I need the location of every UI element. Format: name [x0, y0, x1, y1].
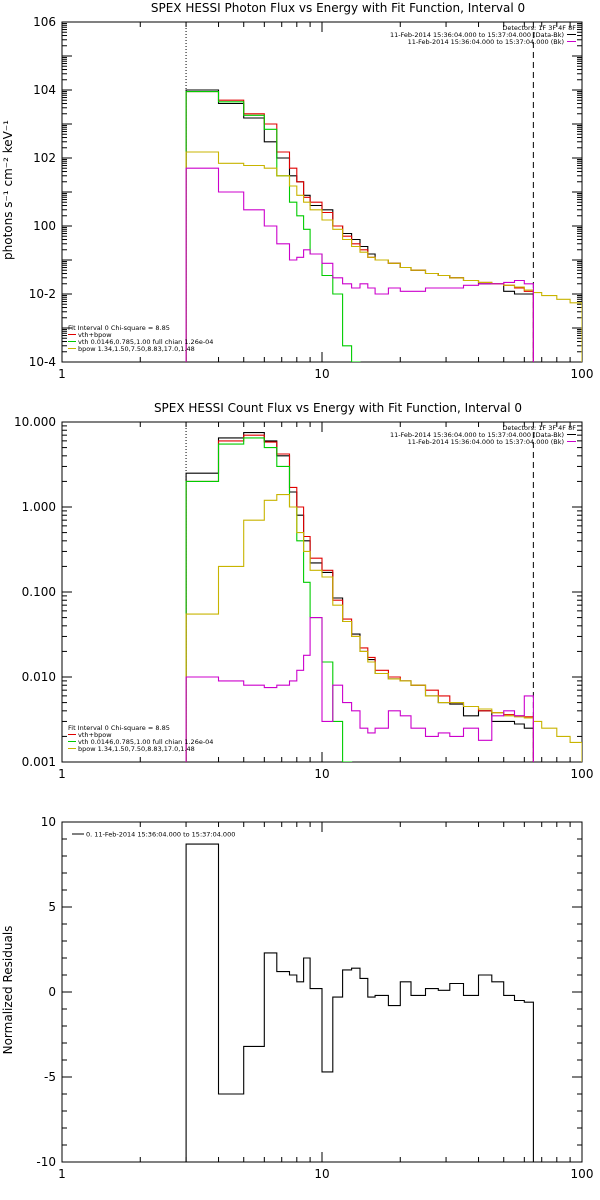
p1-series-bpow-line — [185, 494, 582, 762]
p0-legend-header: Detectors: 1F 3F 4F 8F — [502, 24, 576, 32]
p0-y-tick-label: 106 — [33, 15, 56, 29]
p1-fit-info-header: Fit Interval 0 Chi-square = 8.85 — [68, 724, 170, 732]
p1-fit-info-entry: bpow 1.34,1.50,7.50,8.83,17.0,1.48 — [78, 745, 195, 753]
photon-flux-panel: SPEX HESSI Photon Flux vs Energy with Fi… — [1, 1, 593, 381]
p2-x-tick-label: 1 — [58, 1167, 66, 1181]
p1-x-tick-label: 10 — [314, 767, 329, 781]
p0-y-tick-label: 102 — [33, 151, 56, 165]
p1-y-tick-label: 10.000 — [14, 415, 56, 429]
p0-fit-info-header: Fit Interval 0 Chi-square = 8.85 — [68, 324, 170, 332]
p0-series-bkg-line — [185, 167, 534, 362]
p1-y-tick-label: 0.010 — [22, 670, 56, 684]
p2-y-tick-label: -10 — [36, 1155, 56, 1169]
p1-fit-info-entry: vth 0.0146,0.785,1.00 full chian 1.26e-0… — [78, 738, 213, 746]
p0-series-total-line — [185, 89, 534, 362]
p1-x-tick-label: 100 — [571, 767, 594, 781]
count-flux-panel: SPEX HESSI Count Flux vs Energy with Fit… — [14, 401, 593, 781]
p0-series-sum-line — [185, 91, 534, 362]
p1-x-tick-label: 1 — [58, 767, 66, 781]
p0-series-group — [185, 89, 582, 362]
p1-y-tick-label: 0.001 — [22, 755, 56, 769]
photon-flux-ylabel: photons s⁻¹ cm⁻² keV⁻¹ — [1, 120, 15, 260]
p2-series-total-line — [185, 843, 534, 1162]
p0-y-tick-label: 104 — [33, 83, 56, 97]
photon-flux-title: SPEX HESSI Photon Flux vs Energy with Fi… — [151, 1, 525, 15]
p0-y-tick-label: 100 — [33, 219, 56, 233]
p1-series-vth-line — [185, 437, 353, 762]
p0-y-tick-label: 10-4 — [29, 355, 56, 369]
p1-legend-entry: 11-Feb-2014 15:36:04.000 to 15:37:04.000… — [390, 431, 564, 439]
p0-legend-entry: 11-Feb-2014 15:36:04.000 to 15:37:04.000… — [390, 31, 564, 39]
p2-x-tick-label: 100 — [571, 1167, 594, 1181]
p0-y-tick-label: 10-2 — [29, 287, 56, 301]
p0-fit-info-entry: vth+bpow — [78, 331, 112, 339]
p0-series-bpow-line — [185, 151, 582, 362]
p1-y-tick-label: 0.100 — [22, 585, 56, 599]
p1-y-tick-label: 1.000 — [22, 500, 56, 514]
p1-fit-info-entry: vth+bpow — [78, 731, 112, 739]
p2-y-tick-label: 10 — [41, 815, 56, 829]
p0-fit-info-entry: bpow 1.34,1.50,7.50,8.83,17.0,1.48 — [78, 345, 195, 353]
p2-y-tick-label: 5 — [48, 900, 56, 914]
p1-series-group — [185, 432, 582, 762]
p1-series-bkg-line — [185, 617, 534, 762]
count-flux-title: SPEX HESSI Count Flux vs Energy with Fit… — [154, 401, 522, 415]
p0-plot-frame — [61, 21, 583, 363]
p2-series-group — [185, 843, 534, 1162]
p0-series-vth-line — [185, 91, 361, 362]
residuals-panel: Normalized Residuals 1 10 100 -10 -5 0 5 10 0. 1… — [1, 815, 593, 1181]
p2-x-tick-label: 10 — [314, 1167, 329, 1181]
p0-fit-info-entry: vth 0.0146,0.785,1.00 full chian 1.26e-0… — [78, 338, 213, 346]
p1-legend-entry: 11-Feb-2014 15:36:04.000 to 15:37:04.000… — [408, 438, 564, 446]
p2-legend-entry: 0. 11-Feb-2014 15:36:04.000 to 15:37:04.… — [86, 831, 235, 839]
p1-legend-header: Detectors: 1F 3F 4F 8F — [502, 424, 576, 432]
residuals-ylabel: Normalized Residuals — [1, 926, 15, 1055]
p2-y-tick-label: -5 — [44, 1070, 56, 1084]
p0-x-tick-label: 100 — [571, 367, 594, 381]
p0-x-tick-label: 1 — [58, 367, 66, 381]
p0-legend-entry: 11-Feb-2014 15:36:04.000 to 15:37:04.000… — [408, 38, 564, 46]
p2-y-tick-label: 0 — [48, 985, 56, 999]
p0-x-tick-label: 10 — [314, 367, 329, 381]
